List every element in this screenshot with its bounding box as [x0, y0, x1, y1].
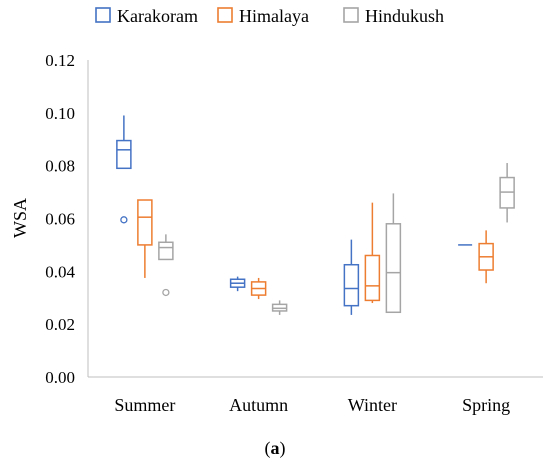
legend-entry-karakoram: Karakoram	[95, 6, 198, 26]
figure-caption: (a)	[265, 438, 286, 459]
y-tick-label: 0.06	[45, 210, 75, 229]
box-iqr	[385, 223, 402, 314]
series-karakoram	[116, 115, 473, 315]
x-axis: Summer Autumn Winter Spring	[88, 376, 543, 415]
plot-area	[116, 115, 515, 315]
y-tick-label: 0.10	[45, 104, 75, 123]
legend-entry-hindukush: Hindukush	[343, 6, 444, 26]
legend: Karakoram Himalaya Hindukush	[95, 6, 444, 26]
box-hindukush-spring	[499, 163, 515, 223]
x-tick-label: Winter	[348, 395, 397, 415]
box-iqr	[343, 263, 360, 307]
y-tick-label: 0.12	[45, 51, 75, 70]
box-iqr	[158, 241, 174, 261]
box-iqr	[364, 254, 381, 302]
legend-swatch	[217, 7, 233, 23]
y-tick-label: 0.04	[45, 262, 75, 281]
box-himalaya-summer	[137, 199, 153, 278]
y-axis: 0.00 0.02 0.04 0.06 0.08 0.10 0.12	[45, 51, 89, 387]
box-hindukush-autumn	[271, 300, 288, 315]
x-tick-label: Autumn	[229, 395, 288, 415]
series-hindukush	[158, 163, 515, 315]
legend-entry-himalaya: Himalaya	[217, 6, 309, 26]
box-karakoram-winter	[343, 239, 360, 315]
box-hindukush-winter	[385, 193, 402, 314]
y-tick-label: 0.00	[45, 368, 75, 387]
box-himalaya-spring	[478, 230, 494, 284]
box-karakoram-summer	[116, 115, 132, 224]
y-tick-label: 0.02	[45, 315, 75, 334]
box-iqr	[116, 139, 132, 170]
box-himalaya-winter	[364, 202, 381, 304]
legend-swatch	[343, 7, 359, 23]
box-himalaya-autumn	[250, 277, 267, 300]
legend-swatch	[95, 7, 111, 23]
x-tick-label: Summer	[114, 395, 175, 415]
y-axis-label: WSA	[10, 198, 30, 238]
y-tick-label: 0.08	[45, 157, 75, 176]
outlier-point	[120, 216, 128, 224]
legend-label: Karakoram	[117, 6, 198, 26]
x-tick-label: Spring	[462, 395, 510, 415]
box-iqr	[137, 199, 153, 246]
legend-label: Hindukush	[365, 6, 444, 26]
outlier-point	[162, 288, 170, 297]
box-hindukush-summer	[158, 234, 174, 297]
box-karakoram-autumn	[229, 276, 246, 292]
legend-label: Himalaya	[239, 6, 309, 26]
series-himalaya	[137, 199, 494, 304]
